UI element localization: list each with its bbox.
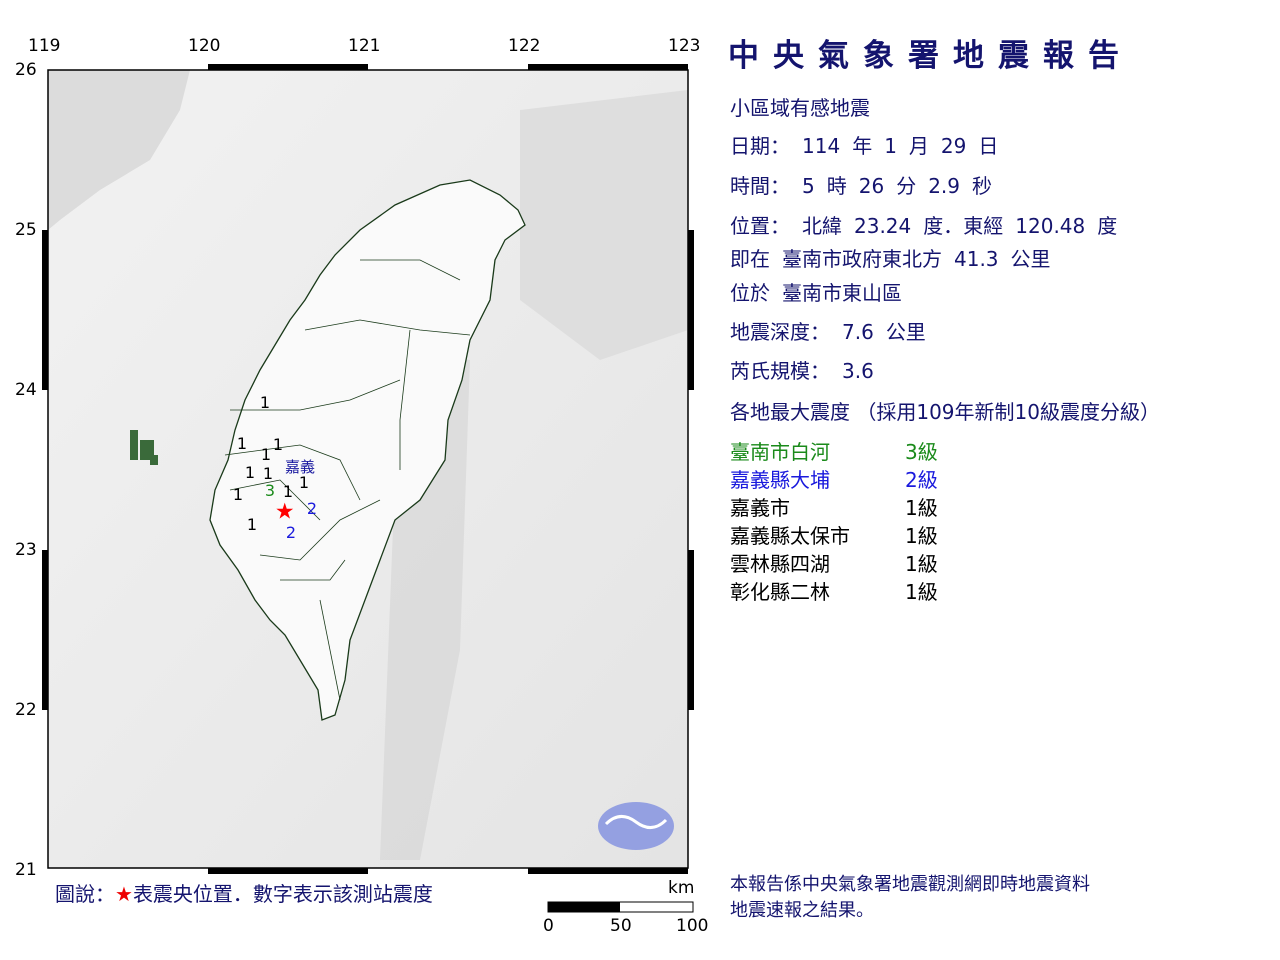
scale-label-0: 0 (543, 916, 554, 936)
frame-bar (42, 550, 48, 710)
intensity-level: 1級 (905, 524, 938, 548)
intensity-row: 臺南市白河 3級 (730, 436, 938, 465)
scale-label-50: 50 (610, 916, 632, 936)
lat-tick: 21 (15, 860, 37, 880)
frame-scale-bars (42, 64, 694, 874)
lon-tick: 123 (668, 36, 701, 56)
lat-tick: 22 (15, 700, 37, 720)
depth-line: 地震深度： 7.6 公里 (730, 320, 926, 344)
intensity-row: 雲林縣四湖 1級 (730, 548, 938, 577)
station-intensity: 1 (233, 485, 243, 504)
intensity-level: 3級 (905, 440, 938, 464)
station-intensity: 1 (247, 515, 257, 534)
taiwan-island (209, 179, 526, 721)
lon-tick: 121 (348, 36, 381, 56)
report-title: 中央氣象署地震報告 (728, 38, 1133, 74)
position-line: 位置： 北緯 23.24 度．東經 120.48 度 (730, 214, 1118, 238)
frame-bar (208, 64, 368, 70)
lat-tick: 23 (15, 540, 37, 560)
star-icon: ★ (115, 882, 133, 906)
intensity-location: 臺南市白河 (730, 440, 830, 464)
intensity-header: 各地最大震度 （採用109年新制10級震度分級） (730, 400, 1160, 424)
east-seafloor (520, 90, 688, 360)
intensity-level: 1級 (905, 580, 938, 604)
station-intensity: 1 (263, 464, 273, 483)
station-intensity: 2 (286, 523, 296, 542)
intensity-row: 嘉義市 1級 (730, 492, 938, 521)
station-intensity: 1 (237, 434, 247, 453)
lat-tick: 24 (15, 380, 37, 400)
cwa-logo (598, 802, 674, 850)
county-borders (224, 259, 471, 701)
intensity-location: 嘉義縣大埔 (730, 468, 830, 492)
intensity-row: 嘉義縣大埔 2級 (730, 464, 938, 493)
station-intensity: 1 (245, 463, 255, 482)
intensity-level: 1級 (905, 552, 938, 576)
lon-tick: 120 (188, 36, 221, 56)
intensity-location: 嘉義縣太保市 (730, 524, 850, 548)
intensity-row: 嘉義縣太保市 1級 (730, 520, 938, 549)
relative-location: 即在 臺南市政府東北方 41.3 公里 (730, 247, 1051, 271)
station-intensity: 1 (260, 393, 270, 412)
lon-tick: 119 (28, 36, 61, 56)
station-intensity: 3 (265, 481, 275, 500)
frame-bar (42, 230, 48, 390)
frame-bar (528, 64, 688, 70)
intensity-level: 1級 (905, 496, 938, 520)
lat-tick: 25 (15, 220, 37, 240)
scale-label-100: 100 (676, 916, 709, 936)
district-location: 位於 臺南市東山區 (730, 281, 902, 305)
frame-bar (528, 868, 688, 874)
mainland-coast (48, 70, 190, 230)
magnitude-line: 芮氏規模： 3.6 (730, 359, 874, 383)
date-line: 日期： 114 年 1 月 29 日 (730, 134, 999, 158)
map-legend: 圖說：★表震央位置．數字表示該測站震度 (55, 878, 433, 907)
frame-bar (208, 868, 368, 874)
scale-unit: km (668, 878, 695, 898)
station-intensity: 1 (273, 435, 283, 454)
legend-prefix: 圖說： (55, 882, 115, 906)
event-type: 小區域有感地震 (730, 96, 870, 120)
time-line: 時間： 5 時 26 分 2.9 秒 (730, 174, 992, 198)
legend-text: 表震央位置．數字表示該測站震度 (132, 882, 433, 906)
station-intensity: 1 (261, 445, 271, 464)
intensity-location: 雲林縣四湖 (730, 552, 830, 576)
intensity-location: 彰化縣二林 (730, 580, 830, 604)
lat-tick: 26 (15, 60, 37, 80)
intensity-row: 彰化縣二林 1級 (730, 576, 938, 605)
city-label-chiayi: 嘉義 (285, 458, 315, 476)
intensity-location: 嘉義市 (730, 496, 790, 520)
footer-note: 本報告係中央氣象署地震觀測網即時地震資料 地震速報之結果。 (730, 874, 1090, 921)
station-intensity: 2 (307, 499, 317, 518)
station-intensity: 1 (299, 473, 309, 492)
intensity-level: 2級 (905, 468, 938, 492)
frame-bar (688, 230, 694, 390)
frame-bar (688, 550, 694, 710)
lon-tick: 122 (508, 36, 541, 56)
penghu-islands (130, 430, 158, 465)
station-intensity: 1 (283, 482, 293, 501)
epicenter-star-icon: ★ (275, 499, 295, 524)
scale-bar (547, 901, 694, 913)
